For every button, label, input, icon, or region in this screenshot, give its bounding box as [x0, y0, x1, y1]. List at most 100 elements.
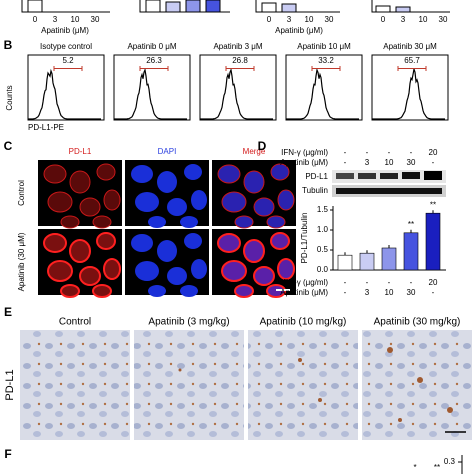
x-axis-label: PD-L1-PE — [28, 123, 64, 132]
histogram-title: Apatinib 10 μM — [297, 42, 351, 51]
channel-label: PD-L1 — [69, 147, 92, 156]
y-tick-label: 0.5 — [317, 245, 329, 254]
histogram-frame — [371, 54, 449, 121]
bar — [425, 212, 441, 271]
gate — [53, 66, 83, 71]
channel-label: DAPI — [158, 147, 177, 156]
significance: ** — [408, 220, 414, 229]
x-tick-label: 10 — [419, 15, 428, 24]
cell: 20 — [429, 278, 438, 287]
histogram-title: Apatinib 3 μM — [213, 42, 262, 51]
histogram-frame — [285, 54, 363, 121]
x-tick-label: 3 — [287, 15, 292, 24]
cell: 30 — [407, 158, 416, 167]
x-tick-label: 0 — [381, 15, 386, 24]
panel-label: E — [4, 305, 12, 319]
gate — [311, 66, 341, 71]
row-name: Apatinib (μM) — [280, 158, 328, 167]
histogram-title: Apatinib 0 μM — [127, 42, 176, 51]
cell: - — [432, 158, 435, 167]
bar — [381, 247, 397, 271]
significance: ** — [430, 200, 436, 209]
histogram-frame — [113, 54, 191, 121]
if-images — [38, 160, 296, 298]
row-name: IFN-γ (μg/ml) — [281, 148, 328, 157]
cell: - — [344, 278, 347, 287]
y-tick-label: 0.3 — [444, 457, 456, 466]
cell: - — [388, 148, 391, 157]
histogram — [200, 67, 273, 120]
histogram — [114, 67, 187, 120]
row-name: Apatinib (μM) — [280, 288, 328, 297]
cell: - — [344, 148, 347, 157]
panel-label: C — [4, 139, 13, 153]
significance: * — [413, 463, 416, 472]
column-label: Apatinib (10 mg/kg) — [260, 317, 347, 328]
gate-value: 65.7 — [404, 56, 420, 65]
y-axis-label: Counts — [5, 85, 14, 110]
cell: 3 — [365, 158, 370, 167]
channel-label: Merge — [243, 147, 266, 156]
y-tick-label: 1.0 — [317, 225, 329, 234]
y-tick-label: 0.0 — [317, 265, 329, 274]
cell: 10 — [385, 288, 394, 297]
row-label: PD-L1 — [4, 369, 16, 400]
x-tick-label: 0 — [267, 15, 272, 24]
cell: - — [366, 148, 369, 157]
histogram — [27, 68, 101, 120]
gate-value: 26.8 — [232, 56, 248, 65]
bar — [337, 254, 353, 271]
cell: - — [388, 278, 391, 287]
column-label: Apatinib (3 mg/kg) — [148, 317, 229, 328]
x-tick-label: 30 — [439, 15, 448, 24]
cell: - — [344, 158, 347, 167]
histogram — [286, 67, 359, 120]
x-tick-label: 30 — [325, 15, 334, 24]
histogram — [372, 68, 445, 120]
cell: - — [410, 148, 413, 157]
f-axis — [458, 455, 463, 474]
cell: 10 — [385, 158, 394, 167]
top-bars — [27, 0, 411, 13]
bar — [359, 252, 375, 271]
x-tick-label: 3 — [401, 15, 406, 24]
histogram-title: Apatinib 30 μM — [383, 42, 437, 51]
gate — [397, 66, 427, 71]
column-label: Control — [59, 317, 91, 328]
blot — [332, 170, 446, 197]
bar — [403, 232, 419, 271]
x-tick-label: 10 — [71, 15, 80, 24]
cell: 20 — [429, 148, 438, 157]
band-label: PD-L1 — [305, 172, 328, 181]
gate-value: 26.3 — [146, 56, 162, 65]
x-tick-label: 3 — [53, 15, 58, 24]
panel-label: B — [4, 38, 13, 52]
cell: - — [432, 288, 435, 297]
cell: - — [410, 278, 413, 287]
x-tick-label: 30 — [91, 15, 100, 24]
y-axis-label: PD-L1/Tubulin — [300, 213, 309, 264]
cell: 3 — [365, 288, 370, 297]
gate — [139, 66, 169, 71]
row-name: IFN-γ (μg/ml) — [281, 278, 328, 287]
gate-value: 33.2 — [318, 56, 334, 65]
ihc-images — [20, 330, 472, 440]
gate-value: 5.2 — [62, 56, 74, 65]
cell: - — [366, 278, 369, 287]
panel-label: F — [4, 447, 11, 461]
histogram-frame — [199, 54, 277, 121]
x-tick-label: 10 — [305, 15, 314, 24]
row-label: Control — [17, 180, 26, 206]
gate — [225, 66, 255, 71]
x-tick-label: 0 — [33, 15, 38, 24]
histogram-title: Isotype control — [40, 42, 92, 51]
histogram-frame — [27, 54, 105, 121]
panel-label: D — [258, 139, 267, 153]
column-label: Apatinib (30 mg/kg) — [374, 317, 461, 328]
cell: - — [344, 288, 347, 297]
x-axis-label: Apatinib (μM) — [275, 26, 323, 35]
y-tick-label: 1.5 — [317, 205, 329, 214]
x-axis-label: Apatinib (μM) — [41, 26, 89, 35]
